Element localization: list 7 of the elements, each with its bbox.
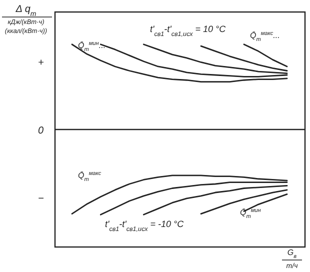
text: + (38, 57, 44, 68)
text: t'$_{св1}$-t'$_{св1,исх}$ = -10 °C (105, 219, 184, 232)
annotation: Q̄$_{т}$$^{мин}$... (78, 40, 106, 53)
text: Q̄$_{т}$$^{макс}$... (250, 30, 280, 43)
text: − (38, 194, 44, 205)
text: t'$_{св1}$-t'$_{св1,исх}$ = 10 °C (150, 24, 226, 38)
text: 0 (38, 126, 44, 136)
